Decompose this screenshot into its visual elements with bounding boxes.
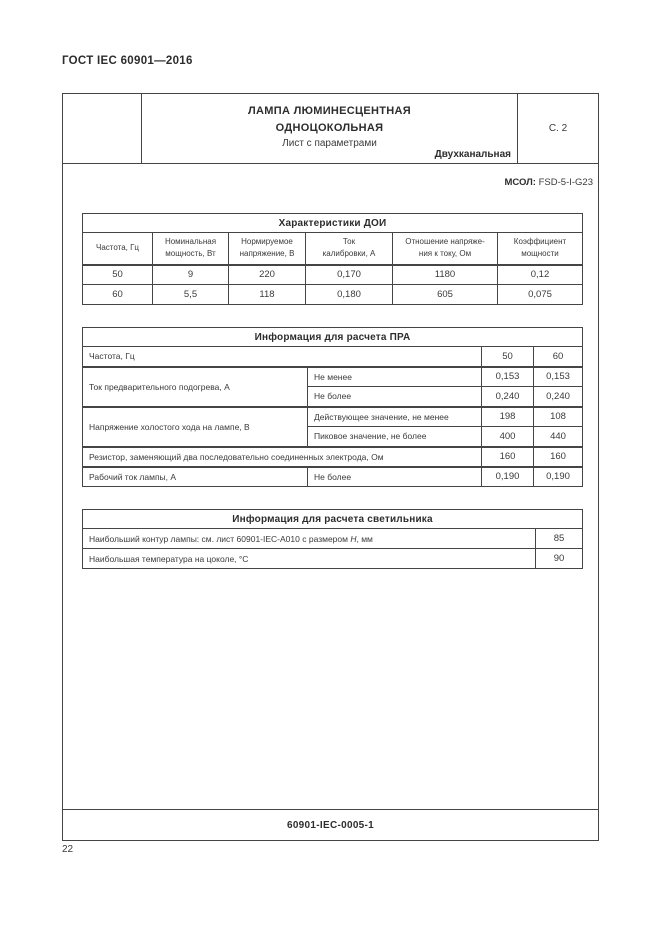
characteristics-header-row: Частота, Гц Номинальная мощность, Вт Нор… [82,232,584,266]
contour-label-suffix: , мм [356,533,373,544]
cell-frequency: 60 [82,284,153,305]
value-60: 0,240 [532,386,584,408]
value-60: 108 [532,406,584,427]
cell-power: 5,5 [152,284,229,305]
table-row: 60 5,5 118 0,180 605 0,075 [82,284,584,305]
value-50: 400 [481,426,534,448]
page-ref: С. 2 [548,123,568,134]
cell-current: 0,180 [305,284,393,305]
cell-current: 0,170 [305,264,393,285]
value-50: 160 [481,446,534,468]
preheat-max-row: Не более 0,240 0,240 [83,386,584,408]
cap-temperature-row: Наибольшая температура на цоколе, °С 90 [82,548,583,569]
preheat-min-row: Ток предварительного подогрева, А Не мен… [82,366,584,408]
cell-voltage: 220 [228,264,306,285]
lamp-title-line2: ОДНОЦОКОЛЬНАЯ [275,121,384,134]
luminaire-info-table: Информация для расчета светильника Наибо… [82,509,583,569]
sheet-code-footer: 60901-IEC-0005-1 [63,809,598,840]
cell-ratio: 1180 [392,264,498,285]
condition-label: Действующее значение, не менее [307,406,482,427]
contour-label-prefix: Наибольший контур лампы: см. лист 60901-… [89,533,351,544]
row-label: Резистор, заменяющий два последовательно… [82,446,482,468]
cell-voltage: 118 [228,284,306,305]
row-label: Рабочий ток лампы, А [82,466,308,487]
sheet-subtitle: Лист с параметрами [282,138,377,149]
column-header: Частота, Гц [82,232,153,266]
value-60: 0,190 [532,466,584,487]
resistor-row: Резистор, заменяющий два последовательно… [82,446,584,468]
column-header: Отношение напряже- ния к току, Ом [392,232,498,266]
dimension-symbol: H [350,533,357,544]
ballast-info-table: Информация для расчета ПРА Частота, Гц 5… [81,327,584,487]
column-header: Коэффициент мощности [496,232,584,266]
cell-power-factor: 0,12 [496,264,584,285]
lamp-contour-row: Наибольший контур лампы: см. лист 60901-… [82,528,583,549]
cell-power-factor: 0,075 [496,284,584,305]
value-50: 0,190 [481,466,534,487]
value-50: 198 [481,406,534,427]
frequency-row: Частота, Гц 50 60 [82,346,584,368]
cell-power: 9 [152,264,229,285]
characteristics-table-title: Характеристики ДОИ [81,213,584,233]
row-label: Ток предварительного подогрева, А [82,366,308,408]
page-ref-cell: С. 2 [517,94,598,163]
designation-label: МСОЛ: [504,177,536,188]
operating-current-row: Рабочий ток лампы, А Не более 0,190 0,19… [82,466,584,487]
frequency-60: 60 [532,346,584,368]
value-60: 160 [532,446,584,468]
column-header: Нормируемое напряжение, В [228,232,306,266]
frequency-50: 50 [481,346,534,368]
contour-value: 85 [535,528,583,549]
parameter-sheet-frame: ЛАМПА ЛЮМИНЕСЦЕНТНАЯ ОДНОЦОКОЛЬНАЯ Лист … [62,93,599,841]
lamp-title-line1: ЛАМПА ЛЮМИНЕСЦЕНТНАЯ [248,105,411,117]
designation-value: FSD-5-I-G23 [535,177,593,188]
value-50: 0,240 [481,386,534,408]
value-50: 0,153 [481,366,534,387]
column-header: Ток калибровки, А [305,232,393,266]
title-block-empty-cell [63,94,142,163]
column-header: Номинальная мощность, Вт [152,232,229,266]
open-circuit-rms-row: Напряжение холостого хода на лампе, В Де… [82,406,584,448]
table-row: 50 9 220 0,170 1180 0,12 [82,264,584,285]
cell-frequency: 50 [82,264,153,285]
value-60: 440 [532,426,584,448]
cell-ratio: 605 [392,284,498,305]
characteristics-table: Характеристики ДОИ Частота, Гц Номинальн… [81,213,584,305]
row-label: Напряжение холостого хода на лампе, В [82,406,308,448]
value-60: 0,153 [532,366,584,387]
row-label: Наибольший контур лампы: см. лист 60901-… [82,528,536,549]
lamp-designation: МСОЛ: FSD-5-I-G23 [63,164,598,188]
channel-type-label: Двухканальная [434,149,511,160]
page-number: 22 [62,844,74,855]
condition-label: Пиковое значение, не более [307,426,482,448]
row-label: Частота, Гц [82,346,482,368]
condition-label: Не более [307,386,482,408]
temperature-value: 90 [535,548,583,569]
sheet-code: 60901-IEC-0005-1 [286,819,375,831]
condition-label: Не более [307,466,482,487]
condition-label: Не менее [307,366,482,387]
ballast-table-title: Информация для расчета ПРА [81,327,584,347]
luminaire-table-title: Информация для расчета светильника [82,509,583,529]
standard-number: ГОСТ IEC 60901—2016 [62,55,193,67]
open-circuit-peak-row: Пиковое значение, не более 400 440 [83,426,584,448]
title-block: ЛАМПА ЛЮМИНЕСЦЕНТНАЯ ОДНОЦОКОЛЬНАЯ Лист … [63,94,598,164]
row-label: Наибольшая температура на цоколе, °С [82,548,536,569]
title-block-center-cell: ЛАМПА ЛЮМИНЕСЦЕНТНАЯ ОДНОЦОКОЛЬНАЯ Лист … [142,94,517,163]
